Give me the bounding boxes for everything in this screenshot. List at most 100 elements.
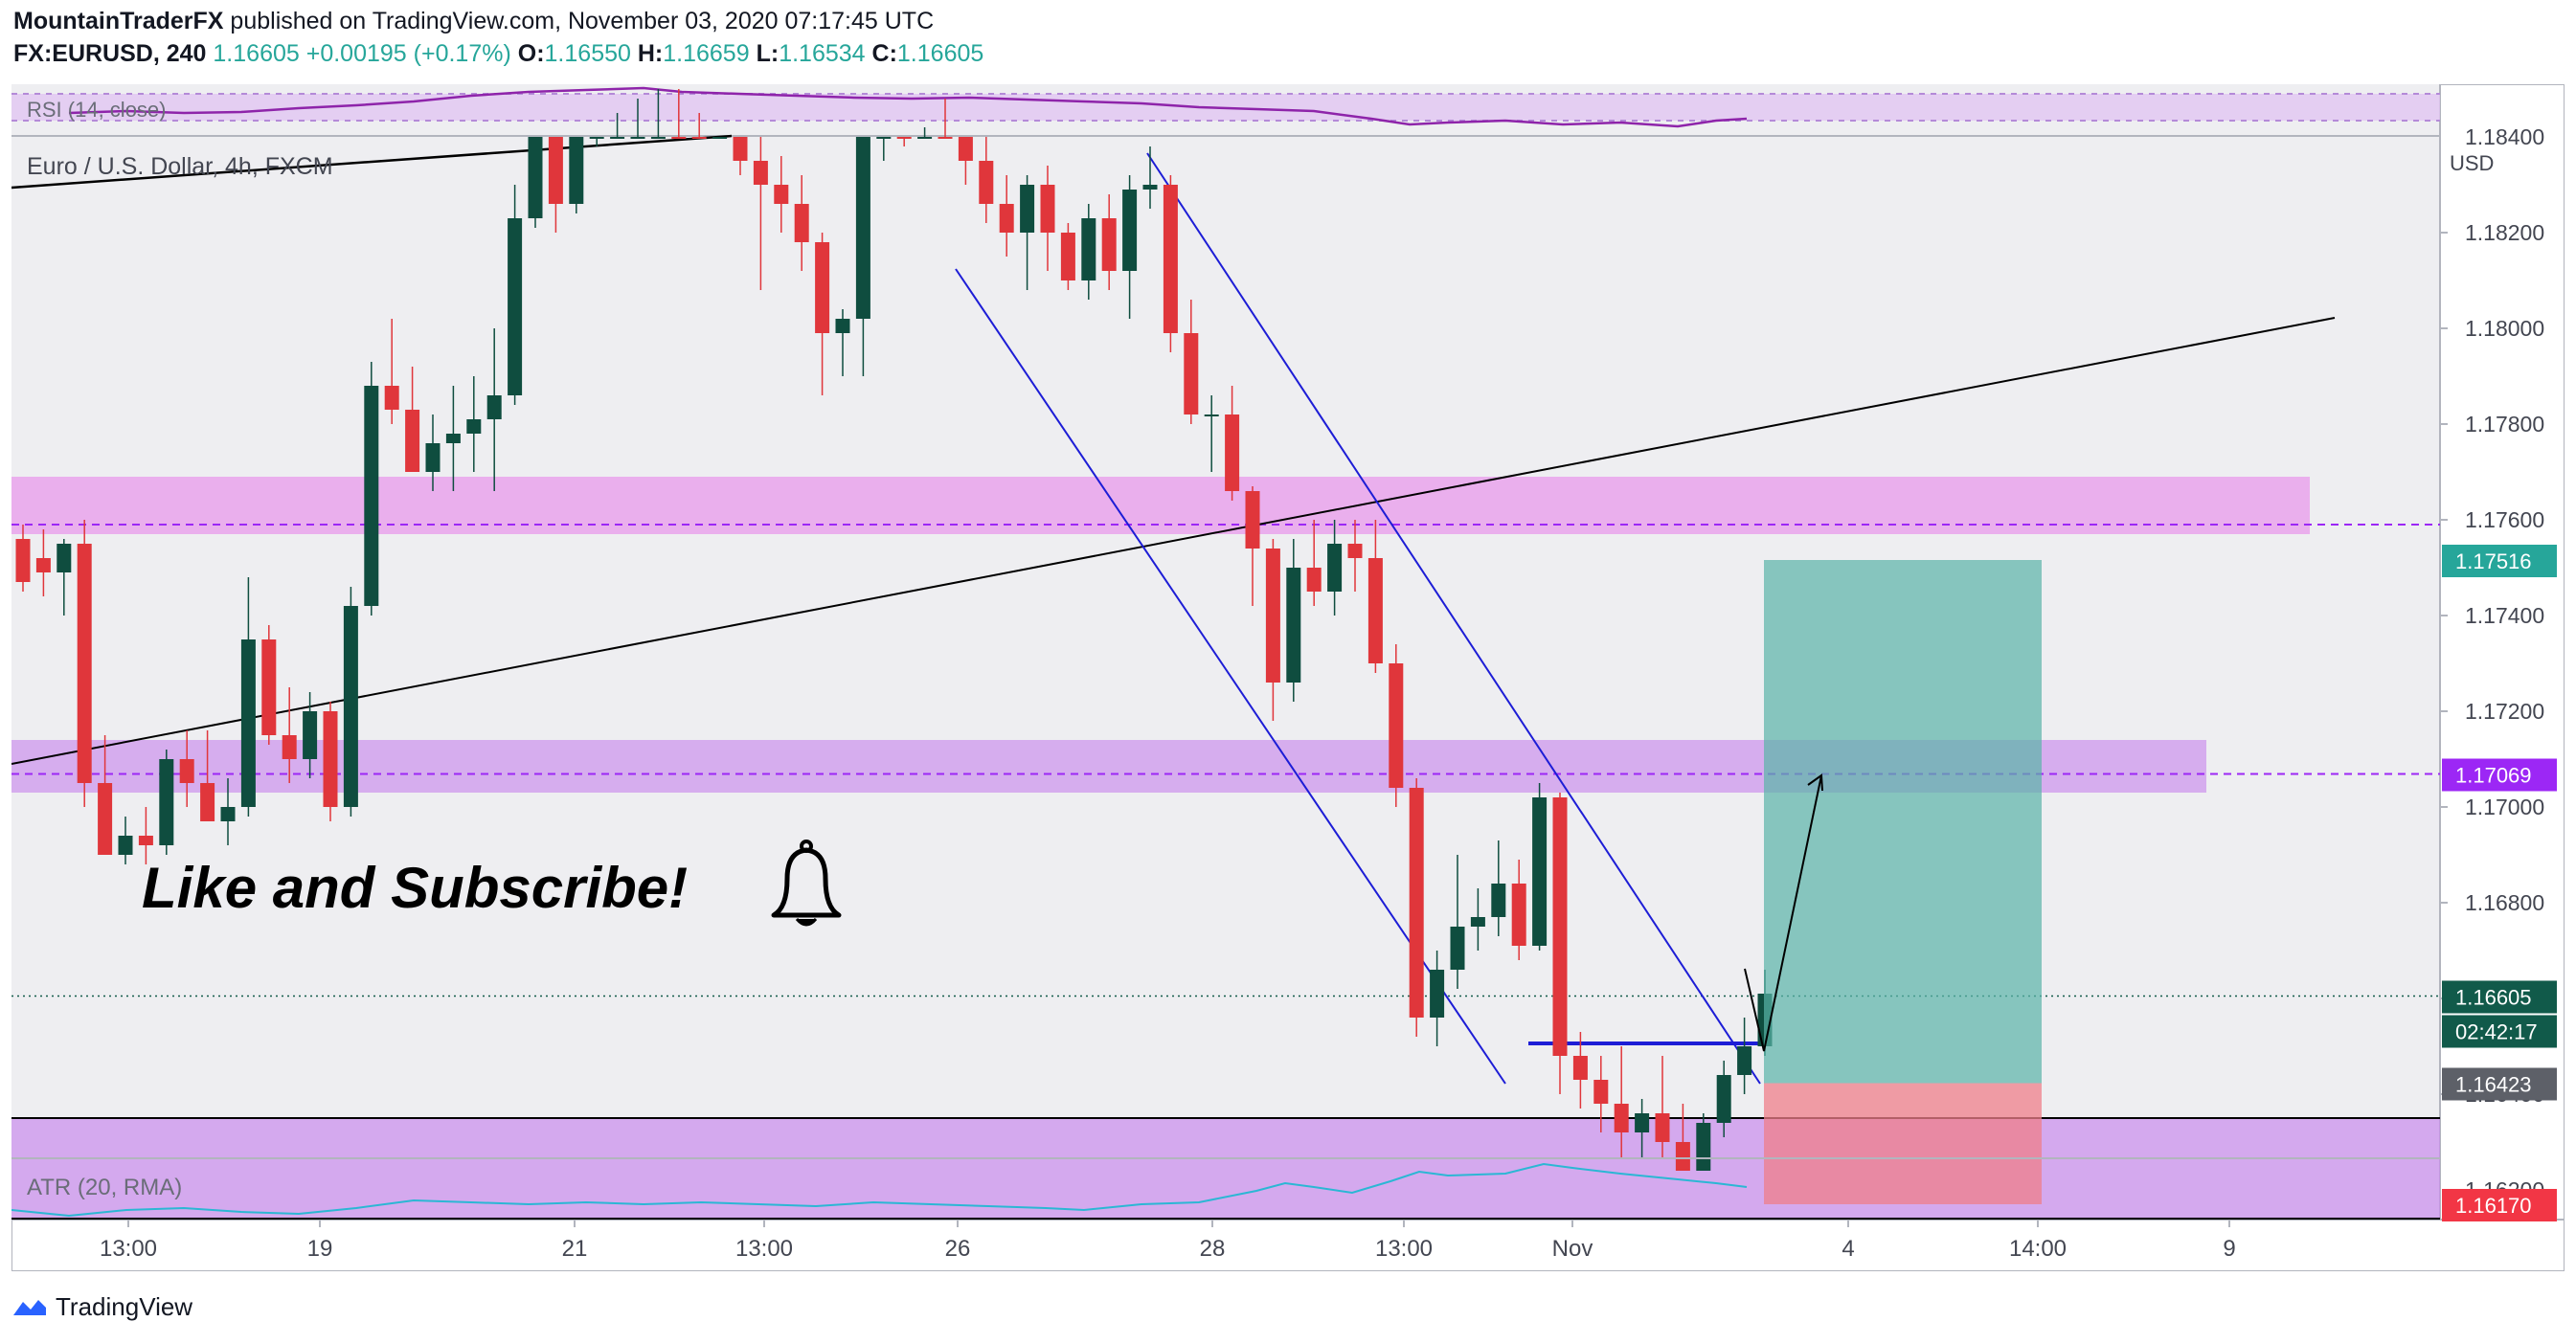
candle-body <box>508 218 523 395</box>
chart-frame[interactable]: RSI (14, close) ATR (20, RMA) Euro / U.S… <box>11 83 2565 1298</box>
price-chart[interactable]: RSI (14, close) ATR (20, RMA) Euro / U.S… <box>11 83 2565 1298</box>
candle-80 <box>1655 1056 1670 1158</box>
price-tick-label: 1.16800 <box>2465 890 2544 915</box>
candle-5 <box>118 817 133 864</box>
candle-75 <box>1552 793 1568 1094</box>
candle-body <box>1511 884 1526 946</box>
candle-32 <box>671 89 687 139</box>
candle-body <box>650 137 666 139</box>
candle-84 <box>1737 1018 1752 1094</box>
zone-lower-demand <box>11 1118 2440 1219</box>
candle-body <box>712 137 728 139</box>
price-tag-2: 1.16605 <box>2442 980 2557 1014</box>
candle-19 <box>405 367 420 472</box>
candle-body <box>938 137 953 139</box>
candle-33 <box>691 113 707 139</box>
candle-55 <box>1142 146 1158 209</box>
candle-body <box>1265 549 1280 683</box>
candle-body <box>405 410 420 472</box>
price-tag-bg <box>2442 980 2557 1014</box>
candle-body <box>1204 414 1219 416</box>
candle-78 <box>1614 1046 1629 1158</box>
published-text: published on TradingView.com, November 0… <box>230 8 935 34</box>
time-tick-label: 13:00 <box>735 1236 793 1262</box>
candle-53 <box>1101 194 1117 290</box>
candle-69 <box>1430 951 1445 1046</box>
candle-62 <box>1286 539 1301 702</box>
candle-70 <box>1450 855 1465 989</box>
candle-68 <box>1409 778 1424 1037</box>
atr-pane: ATR (20, RMA) <box>11 1157 2440 1218</box>
candle-body <box>1101 218 1117 271</box>
price-tick-label: 1.18200 <box>2465 220 2544 245</box>
atr-line <box>11 1162 1748 1218</box>
candle-74 <box>1532 783 1548 951</box>
candle-18 <box>384 319 399 424</box>
candle-60 <box>1245 486 1260 606</box>
candle-body <box>528 137 543 218</box>
candle-body <box>691 137 707 139</box>
candle-14 <box>303 692 318 778</box>
candle-body <box>1389 663 1404 788</box>
candle-83 <box>1716 1061 1731 1137</box>
candle-59 <box>1225 386 1240 501</box>
tradingview-footer[interactable]: TradingView <box>11 1292 192 1322</box>
subscribe-text: Like and Subscribe! <box>142 856 688 920</box>
channel-upper-line <box>1146 152 1761 1085</box>
candle-10 <box>220 778 236 845</box>
candle-43 <box>896 137 912 146</box>
chart-title: Euro / U.S. Dollar, 4h, FXCM <box>27 153 333 180</box>
candle-11 <box>240 577 256 817</box>
candle-body <box>589 137 604 139</box>
candle-4 <box>98 735 113 855</box>
price-tag-bg <box>2442 1015 2557 1048</box>
price-tag-1: 1.17069 <box>2442 758 2557 792</box>
time-tick-label: 14:00 <box>2009 1236 2067 1262</box>
price-change: +0.00195 (+0.17%) <box>305 40 511 67</box>
candle-body <box>56 544 72 572</box>
candle-23 <box>486 328 502 491</box>
candle-body <box>1491 884 1506 917</box>
low-value: 1.16534 <box>779 40 866 67</box>
price-tick-label: 1.17200 <box>2465 699 2544 724</box>
time-tick-label: 9 <box>2223 1236 2235 1262</box>
symbol-label[interactable]: FX:EURUSD, 240 <box>13 40 207 67</box>
candle-36 <box>753 137 768 290</box>
candle-body <box>1225 414 1240 491</box>
candle-77 <box>1593 1056 1609 1132</box>
time-tick-label: 26 <box>945 1236 971 1262</box>
plot-background <box>11 84 2440 1220</box>
candle-20 <box>425 414 441 491</box>
position-layer <box>1744 560 2042 1204</box>
candle-body <box>179 759 194 783</box>
atr-label: ATR (20, RMA) <box>27 1175 182 1200</box>
price-tick-label: 1.17800 <box>2465 412 2544 437</box>
candle-49 <box>1020 175 1035 290</box>
high-label: H: <box>637 40 664 67</box>
price-tag-3: 02:42:17 <box>2442 1015 2557 1048</box>
candle-76 <box>1572 1032 1588 1109</box>
price-tick-label: 1.18000 <box>2465 316 2544 341</box>
candle-body <box>364 386 379 606</box>
price-tick-label-partial: 1.18400 <box>2465 124 2544 149</box>
candle-1 <box>35 529 51 596</box>
candle-45 <box>938 99 953 139</box>
projection-path <box>1744 774 1822 1052</box>
price-tag-4: 1.16423 <box>2442 1067 2557 1101</box>
candle-body <box>855 137 870 319</box>
time-axis[interactable]: 13:00 19 21 13:00 26 28 13:00 Nov 4 14:00 9 <box>100 1220 2236 1262</box>
price-tag-label: 02:42:17 <box>2455 1020 2538 1044</box>
candle-body <box>1470 917 1485 927</box>
candle-body <box>1347 544 1363 558</box>
trendline-layer <box>11 134 2336 1085</box>
time-tick-label: 28 <box>1200 1236 1226 1262</box>
candle-body <box>1184 333 1199 414</box>
candle-8 <box>179 730 194 807</box>
candle-body <box>835 319 850 333</box>
candle-body <box>815 242 830 333</box>
price-tag-label: 1.16423 <box>2455 1073 2532 1097</box>
candle-body <box>1327 544 1343 592</box>
candle-27 <box>569 137 584 213</box>
open-value: 1.16550 <box>544 40 631 67</box>
author-name[interactable]: MountainTraderFX <box>13 8 224 34</box>
